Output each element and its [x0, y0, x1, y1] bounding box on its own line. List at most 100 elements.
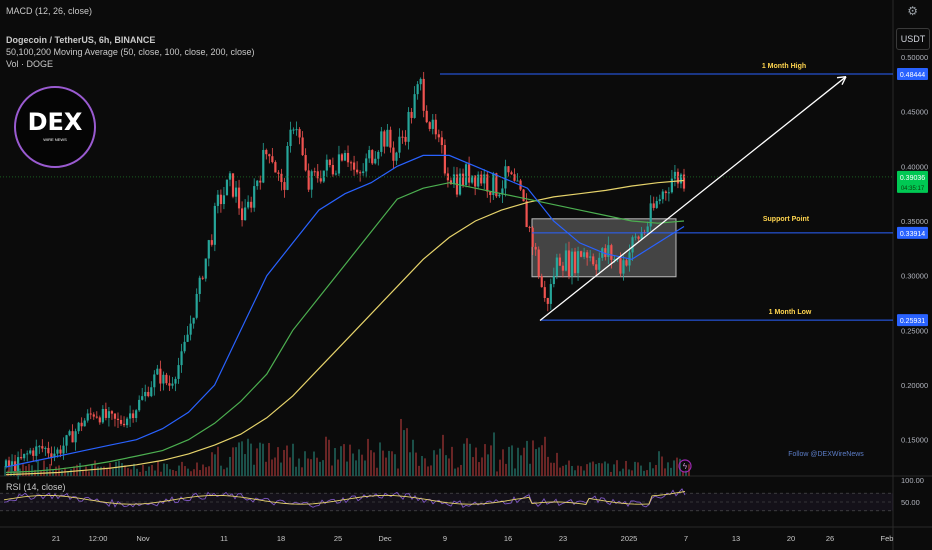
candle-body — [398, 136, 401, 153]
volume-bar — [115, 461, 117, 476]
volume-bar — [400, 418, 402, 476]
volume-bar — [280, 462, 282, 476]
candle-body — [543, 287, 546, 298]
candle-body — [125, 418, 129, 426]
candle-body — [219, 194, 223, 205]
volume-bar — [298, 458, 300, 476]
candle-body — [340, 154, 344, 161]
candle-body — [135, 410, 138, 419]
rsi-tick-label: 50.00 — [901, 498, 920, 507]
candle-body — [498, 194, 501, 197]
volume-bar — [640, 465, 642, 476]
volume-bar — [409, 452, 411, 476]
volume-bar — [247, 438, 249, 476]
volume-bar — [601, 463, 603, 476]
volume-bar — [613, 464, 615, 476]
candle-body — [274, 162, 277, 173]
volume-bar — [517, 447, 519, 476]
candle-body — [168, 383, 171, 386]
candle-body — [92, 414, 95, 417]
candle-body — [673, 171, 677, 179]
volume-bar — [292, 443, 294, 476]
candle-body — [531, 227, 534, 247]
volume-bar — [205, 467, 207, 476]
volume-bar — [223, 469, 225, 476]
candle-body — [667, 192, 670, 194]
y-tick-label: 0.25000 — [901, 326, 928, 335]
volume-bar — [46, 466, 48, 476]
volume-bar — [607, 463, 609, 476]
candle-body — [32, 450, 35, 456]
volume-bar — [454, 468, 456, 476]
volume-bar — [460, 464, 462, 476]
candle-body — [35, 446, 38, 456]
volume-bar — [319, 461, 321, 476]
candle-body — [286, 146, 289, 190]
candle-body — [174, 378, 177, 384]
volume-bar — [307, 458, 309, 476]
volume-bar — [529, 463, 531, 476]
volume-bar — [100, 466, 102, 476]
price-tag-support-bg — [897, 226, 928, 239]
currency-unit-button[interactable]: USDT — [896, 28, 930, 50]
rsi-indicator-label[interactable]: RSI (14, close) — [6, 482, 66, 492]
volume-bar — [466, 438, 468, 476]
follow-text: Follow @DEXWireNews — [788, 451, 864, 458]
candle-body — [244, 207, 247, 221]
macd-indicator-label[interactable]: MACD (12, 26, close) — [6, 6, 93, 16]
volume-bar — [220, 465, 222, 476]
volume-bar — [352, 453, 354, 476]
candle-body — [101, 408, 104, 423]
candle-body — [437, 134, 440, 138]
volume-bar — [397, 468, 399, 476]
volume-bar — [229, 456, 231, 476]
price-tag-high-bg — [897, 68, 928, 81]
volume-bar — [283, 449, 285, 476]
volume-indicator-label[interactable]: Vol · DOGE — [6, 59, 54, 69]
x-tick-label: 26 — [826, 534, 834, 543]
volume-bar — [370, 450, 372, 476]
candle-body — [59, 449, 62, 454]
volume-bar — [619, 471, 621, 476]
volume-bar — [481, 457, 483, 476]
volume-bar — [301, 467, 303, 476]
candle-body — [307, 170, 310, 190]
volume-bar — [577, 465, 579, 476]
ma-indicator-label[interactable]: 50,100,200 Moving Average (50, close, 10… — [6, 47, 255, 57]
candle-body — [458, 173, 462, 195]
month-low-label: 1 Month Low — [769, 309, 812, 316]
volume-bar — [562, 465, 564, 476]
candle-body — [289, 129, 292, 147]
volume-bar — [181, 461, 183, 476]
candle-body — [328, 159, 331, 166]
rsi-tick-label: 100.00 — [901, 476, 924, 485]
candle-body — [528, 227, 531, 229]
candle-body — [346, 153, 350, 163]
candle-body — [425, 110, 428, 123]
logo-ring — [14, 86, 96, 168]
price-tag-low: 0.25931 — [900, 318, 925, 325]
volume-bar — [121, 463, 123, 476]
volume-bar — [676, 457, 678, 476]
candle-body — [26, 453, 29, 455]
support-label: Support Point — [763, 216, 810, 223]
settings-icon[interactable]: ⚙ — [907, 4, 918, 18]
candle-body — [607, 245, 610, 257]
volume-bar — [391, 451, 393, 476]
candle-body — [128, 413, 132, 419]
candle-body — [234, 187, 238, 197]
volume-bar — [70, 469, 72, 476]
volume-bar — [106, 468, 108, 476]
volume-bar — [556, 452, 558, 476]
volume-bar — [202, 464, 204, 476]
candle-body — [589, 256, 592, 258]
volume-bar — [178, 465, 180, 476]
volume-bar — [373, 452, 375, 476]
volume-bar — [523, 447, 525, 476]
volume-bar — [649, 462, 651, 476]
volume-bar — [592, 461, 594, 476]
volume-bar — [448, 458, 450, 476]
y-tick-label: 0.40000 — [901, 162, 928, 171]
volume-bar — [595, 464, 597, 476]
